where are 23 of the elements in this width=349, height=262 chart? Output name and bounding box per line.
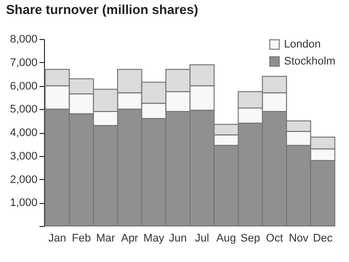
x-tick-label: Jul bbox=[195, 232, 210, 244]
x-tick-label: Aug bbox=[216, 232, 236, 244]
x-tick-label: Dec bbox=[312, 232, 334, 244]
x-tick-label: May bbox=[143, 232, 165, 244]
y-tick-label: 4,000 bbox=[10, 127, 38, 139]
chart-title: Share turnover (million shares) bbox=[6, 2, 198, 17]
x-tick-label: Jan bbox=[48, 232, 66, 244]
y-tick-label: 2,000 bbox=[10, 174, 38, 186]
y-tick-label: 5,000 bbox=[10, 104, 38, 116]
y-tick-label: 6,000 bbox=[10, 80, 38, 92]
legend-label: London bbox=[284, 38, 321, 50]
legend-label: Stockholm bbox=[284, 56, 336, 68]
y-tick-label: 1,000 bbox=[10, 197, 38, 210]
y-tick-label: 3,000 bbox=[10, 150, 38, 162]
x-tick-label: Nov bbox=[288, 232, 309, 244]
x-tick-label: Oct bbox=[266, 232, 284, 244]
x-tick-label: Mar bbox=[96, 232, 116, 244]
y-tick-label: 7,000 bbox=[10, 56, 38, 69]
y-tick-label: 8,000 bbox=[10, 34, 38, 46]
x-tick-label: Apr bbox=[121, 232, 139, 244]
x-tick-label: Jun bbox=[169, 232, 187, 244]
x-tick-label: Sep bbox=[240, 232, 260, 244]
x-tick-label: Feb bbox=[72, 232, 91, 244]
